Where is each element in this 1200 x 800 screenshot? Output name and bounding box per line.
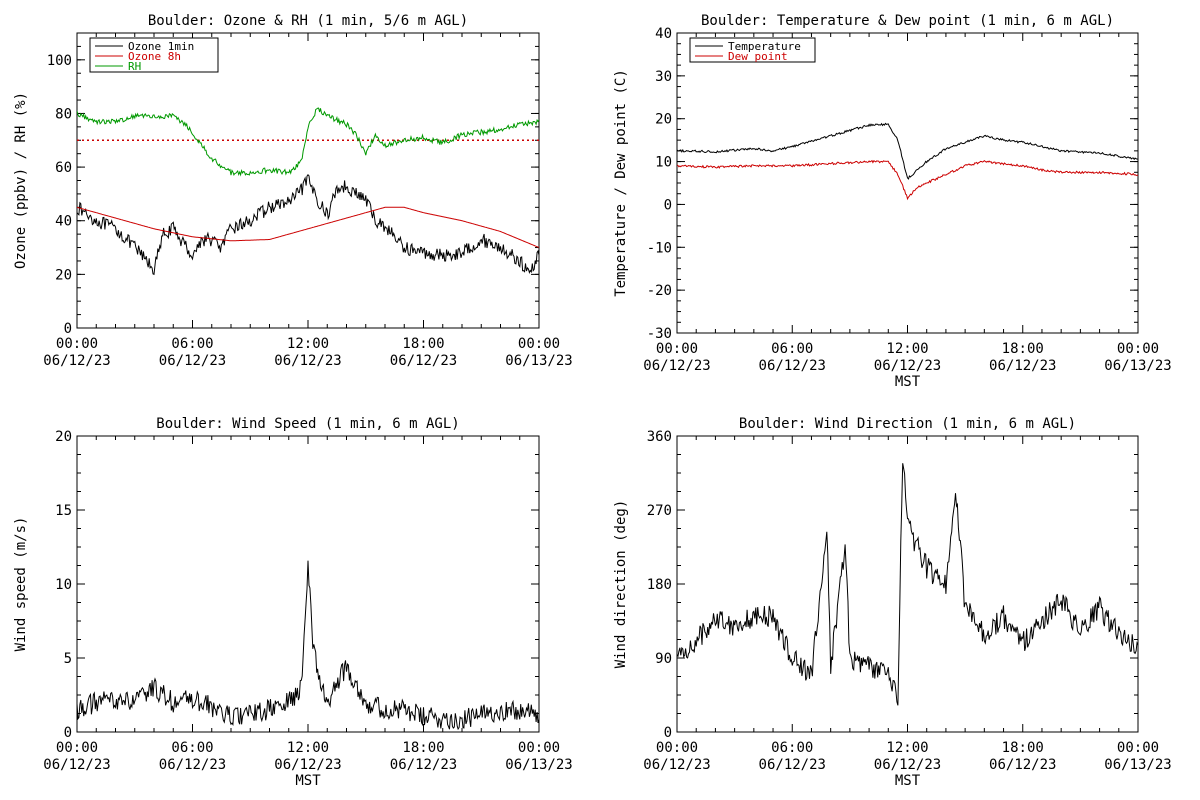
x-tick-time: 06:00 [771, 341, 813, 357]
x-tick-date: 06/12/23 [43, 757, 110, 773]
y-tick-label: 10 [655, 155, 672, 171]
y-tick-label: 270 [647, 503, 672, 519]
legend-label: Temperature [728, 40, 801, 53]
y-tick-label: 60 [55, 160, 72, 176]
y-tick-label: 40 [55, 214, 72, 230]
chart-title: Boulder: Wind Direction (1 min, 6 m AGL) [739, 416, 1076, 432]
x-tick-time: 00:00 [656, 740, 698, 756]
y-tick-label: 180 [647, 577, 672, 593]
x-tick-time: 06:00 [171, 336, 213, 352]
plot-frame [676, 435, 1139, 733]
series-line-wspd [77, 560, 539, 731]
y-tick-label: 5 [64, 651, 72, 667]
plot-frame [76, 32, 540, 329]
y-tick-label: 20 [655, 112, 672, 128]
x-tick-date: 06/12/23 [43, 353, 110, 369]
series-line-rh [77, 107, 539, 177]
x-tick-date: 06/12/23 [874, 757, 941, 773]
series-line-ozone-1min [77, 174, 539, 276]
x-tick-date: 06/13/23 [1104, 358, 1171, 374]
legend-label: Dew point [728, 50, 788, 63]
x-tick-date: 06/12/23 [390, 757, 457, 773]
y-tick-label: 80 [55, 106, 72, 122]
chart-wdir: Boulder: Wind Direction (1 min, 6 m AGL)… [613, 416, 1172, 789]
x-tick-time: 00:00 [56, 740, 98, 756]
x-axis-label: MST [895, 773, 921, 789]
y-tick-label: 0 [664, 725, 672, 741]
plot-frame [76, 435, 540, 733]
x-tick-time: 00:00 [1117, 341, 1159, 357]
y-axis-label: Wind speed (m/s) [13, 517, 29, 652]
chart-title: Boulder: Ozone & RH (1 min, 5/6 m AGL) [148, 13, 468, 29]
y-tick-label: 0 [664, 197, 672, 213]
x-tick-date: 06/12/23 [643, 358, 710, 374]
x-tick-date: 06/12/23 [989, 358, 1056, 374]
x-tick-time: 00:00 [518, 740, 560, 756]
x-tick-date: 06/12/23 [874, 358, 941, 374]
y-tick-label: 100 [47, 53, 72, 69]
x-tick-date: 06/12/23 [274, 757, 341, 773]
x-tick-time: 12:00 [886, 740, 928, 756]
chart-title: Boulder: Wind Speed (1 min, 6 m AGL) [156, 416, 459, 432]
x-tick-time: 12:00 [886, 341, 928, 357]
chart-temp: Boulder: Temperature & Dew point (1 min,… [613, 13, 1172, 390]
legend-label: Ozone 8h [128, 50, 181, 63]
x-tick-date: 06/12/23 [989, 757, 1056, 773]
x-tick-date: 06/12/23 [759, 358, 826, 374]
x-tick-time: 06:00 [771, 740, 813, 756]
x-tick-date: 06/13/23 [505, 353, 572, 369]
chart-ozone: Boulder: Ozone & RH (1 min, 5/6 m AGL) 0 2… [13, 13, 573, 369]
y-axis-label: Wind direction (deg) [613, 500, 629, 669]
y-tick-label: 20 [55, 429, 72, 445]
x-tick-time: 00:00 [1117, 740, 1159, 756]
y-tick-label: 10 [55, 577, 72, 593]
y-axis-label: Temperature / Dew point (C) [613, 69, 629, 297]
x-axis-label: MST [895, 374, 921, 390]
y-tick-label: 30 [655, 69, 672, 85]
y-tick-label: 40 [655, 26, 672, 42]
legend-label: Ozone 1min [128, 40, 194, 53]
y-tick-label: 0 [64, 321, 72, 337]
series-line-wdir [677, 463, 1138, 706]
x-tick-date: 06/12/23 [274, 353, 341, 369]
x-tick-time: 12:00 [287, 740, 329, 756]
x-tick-time: 18:00 [1002, 740, 1044, 756]
x-tick-date: 06/12/23 [159, 757, 226, 773]
x-tick-date: 06/12/23 [159, 353, 226, 369]
y-tick-label: -30 [647, 326, 672, 342]
chart-wspd: Boulder: Wind Speed (1 min, 6 m AGL) 0 5 10… [13, 416, 573, 789]
x-tick-time: 12:00 [287, 336, 329, 352]
y-tick-label: 360 [647, 429, 672, 445]
x-tick-time: 18:00 [402, 336, 444, 352]
y-tick-label: 15 [55, 503, 72, 519]
x-tick-time: 18:00 [402, 740, 444, 756]
x-tick-date: 06/12/23 [643, 757, 710, 773]
y-axis-label: Ozone (ppbv) / RH (%) [13, 92, 29, 269]
plot-frame [676, 32, 1139, 334]
legend-label: RH [128, 60, 141, 73]
x-tick-date: 06/12/23 [390, 353, 457, 369]
x-tick-time: 00:00 [56, 336, 98, 352]
x-tick-date: 06/12/23 [759, 757, 826, 773]
series-line-temperature [677, 122, 1138, 180]
chart-title: Boulder: Temperature & Dew point (1 min,… [701, 13, 1114, 29]
y-tick-label: -20 [647, 283, 672, 299]
x-tick-date: 06/13/23 [505, 757, 572, 773]
y-tick-label: 20 [55, 267, 72, 283]
y-tick-label: -10 [647, 240, 672, 256]
legend-box [689, 37, 816, 63]
series-line-ozone-8h [77, 206, 539, 248]
x-tick-time: 00:00 [518, 336, 560, 352]
x-tick-time: 06:00 [171, 740, 213, 756]
y-tick-label: 0 [64, 725, 72, 741]
x-tick-time: 18:00 [1002, 341, 1044, 357]
x-axis-label: MST [295, 773, 321, 789]
y-tick-label: 90 [655, 651, 672, 667]
x-tick-time: 00:00 [656, 341, 698, 357]
x-tick-date: 06/13/23 [1104, 757, 1171, 773]
series-line-dew-point [677, 159, 1138, 201]
